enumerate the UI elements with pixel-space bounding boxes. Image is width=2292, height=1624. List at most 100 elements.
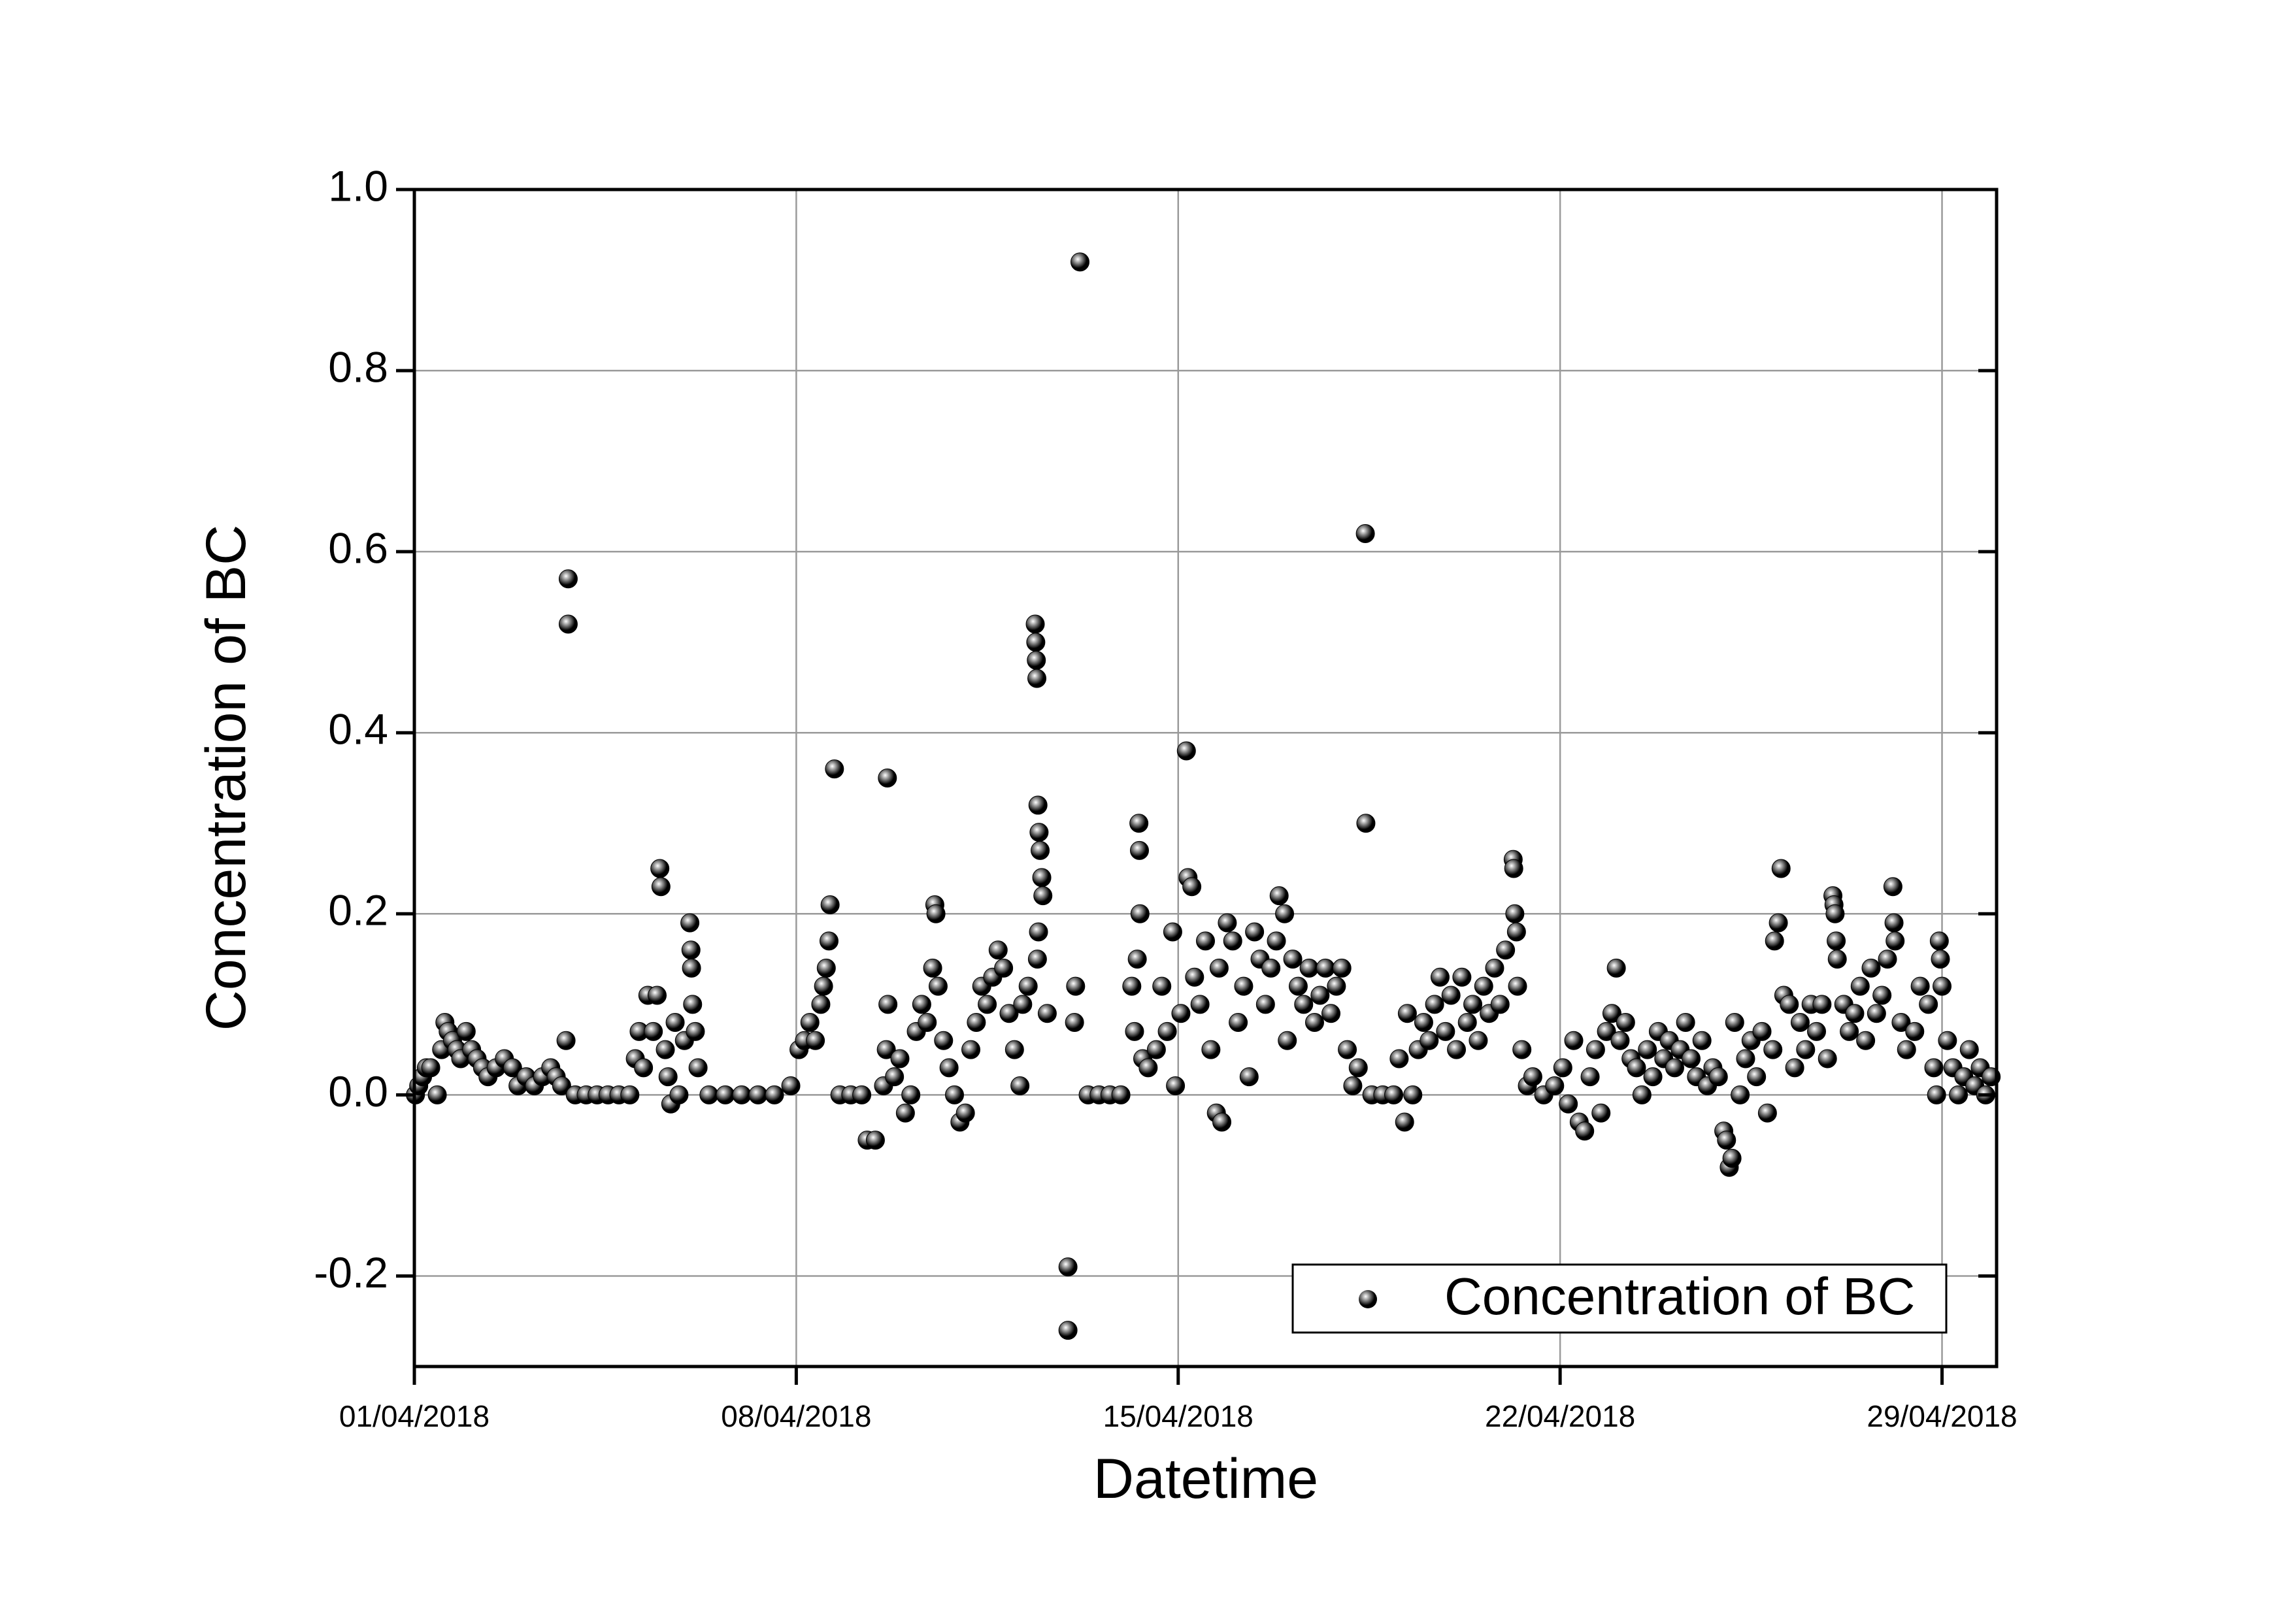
point: [1212, 1112, 1232, 1132]
point: [1441, 986, 1461, 1005]
point: [1885, 931, 1905, 951]
point: [1269, 886, 1289, 906]
point: [988, 940, 1008, 960]
point: [1029, 823, 1049, 842]
point: [1731, 1085, 1750, 1104]
point: [928, 976, 948, 996]
point: [1321, 1004, 1341, 1023]
point: [1033, 886, 1053, 906]
point: [1403, 1085, 1423, 1104]
point: [1752, 1021, 1772, 1041]
point: [1316, 958, 1335, 978]
point: [651, 877, 671, 897]
point: [1278, 1031, 1297, 1050]
point: [814, 976, 833, 996]
point: [934, 1031, 954, 1050]
point: [1884, 913, 1904, 933]
point: [1485, 958, 1504, 978]
x-tick-label: 15/04/2018: [1103, 1399, 1254, 1433]
point: [1384, 1085, 1404, 1104]
point: [1436, 1021, 1455, 1041]
point: [1152, 976, 1172, 996]
point: [1602, 1004, 1621, 1023]
point: [852, 1085, 872, 1104]
point: [1725, 1013, 1744, 1033]
point: [1924, 1058, 1944, 1078]
point: [1807, 1021, 1827, 1041]
point: [1638, 1040, 1657, 1059]
point: [944, 1085, 964, 1104]
legend: Concentration of BC: [1291, 1263, 1948, 1334]
point: [1736, 1049, 1755, 1069]
point: [1310, 986, 1330, 1005]
point: [999, 1004, 1019, 1023]
point: [1883, 877, 1902, 897]
point: [1414, 1013, 1433, 1033]
y-tick-label: 0.0: [328, 1067, 388, 1116]
point: [1606, 958, 1626, 978]
point: [1196, 931, 1215, 951]
point: [819, 931, 839, 951]
point: [1130, 904, 1150, 923]
point: [781, 1076, 801, 1096]
point: [665, 1013, 685, 1033]
point: [1129, 814, 1149, 833]
x-tick-label: 01/04/2018: [339, 1399, 490, 1433]
point: [1523, 1067, 1542, 1087]
point: [1261, 958, 1281, 978]
point: [1430, 967, 1450, 987]
point: [1474, 976, 1493, 996]
point: [1397, 1004, 1417, 1023]
point: [1389, 1049, 1409, 1069]
point: [558, 569, 578, 589]
point: [1070, 252, 1089, 272]
point: [1166, 1076, 1186, 1096]
point: [1065, 1013, 1084, 1033]
point: [876, 1040, 896, 1059]
point: [552, 1076, 571, 1096]
point: [1897, 1040, 1916, 1059]
point: [556, 1031, 576, 1050]
point: [1032, 868, 1052, 887]
point: [1157, 1021, 1177, 1041]
point: [1840, 1021, 1859, 1041]
point: [878, 995, 898, 1014]
point: [620, 1085, 640, 1104]
x-tick-label: 22/04/2018: [1485, 1399, 1635, 1433]
point: [1343, 1076, 1363, 1096]
point: [1931, 950, 1950, 969]
point: [1496, 940, 1516, 960]
x-tick-label: 08/04/2018: [721, 1399, 871, 1433]
point: [1938, 1031, 1957, 1050]
point: [1632, 1085, 1652, 1104]
y-tick-label: 1.0: [328, 161, 388, 210]
point: [683, 995, 703, 1014]
point: [1845, 1004, 1865, 1023]
point: [890, 1049, 910, 1069]
point: [1765, 931, 1784, 951]
point: [1469, 1031, 1488, 1050]
point: [1708, 1067, 1728, 1087]
point: [1722, 1148, 1742, 1168]
point: [682, 958, 701, 978]
point: [1867, 1004, 1886, 1023]
legend-label: Concentration of BC: [1444, 1267, 1915, 1325]
point: [885, 1067, 905, 1087]
point: [1027, 669, 1047, 688]
point: [1129, 840, 1149, 860]
point: [1348, 1058, 1368, 1078]
point: [647, 986, 667, 1005]
point: [1827, 950, 1847, 969]
y-tick-label: 0.8: [328, 343, 388, 391]
point: [1182, 877, 1202, 897]
point: [901, 1085, 921, 1104]
point: [1425, 995, 1444, 1014]
y-tick-label: -0.2: [314, 1248, 388, 1297]
legend-box: [1291, 1263, 1948, 1334]
point: [1827, 931, 1846, 951]
y-tick-label: 0.2: [328, 886, 388, 935]
point: [1018, 976, 1038, 996]
point: [1026, 633, 1046, 652]
point: [1234, 976, 1254, 996]
